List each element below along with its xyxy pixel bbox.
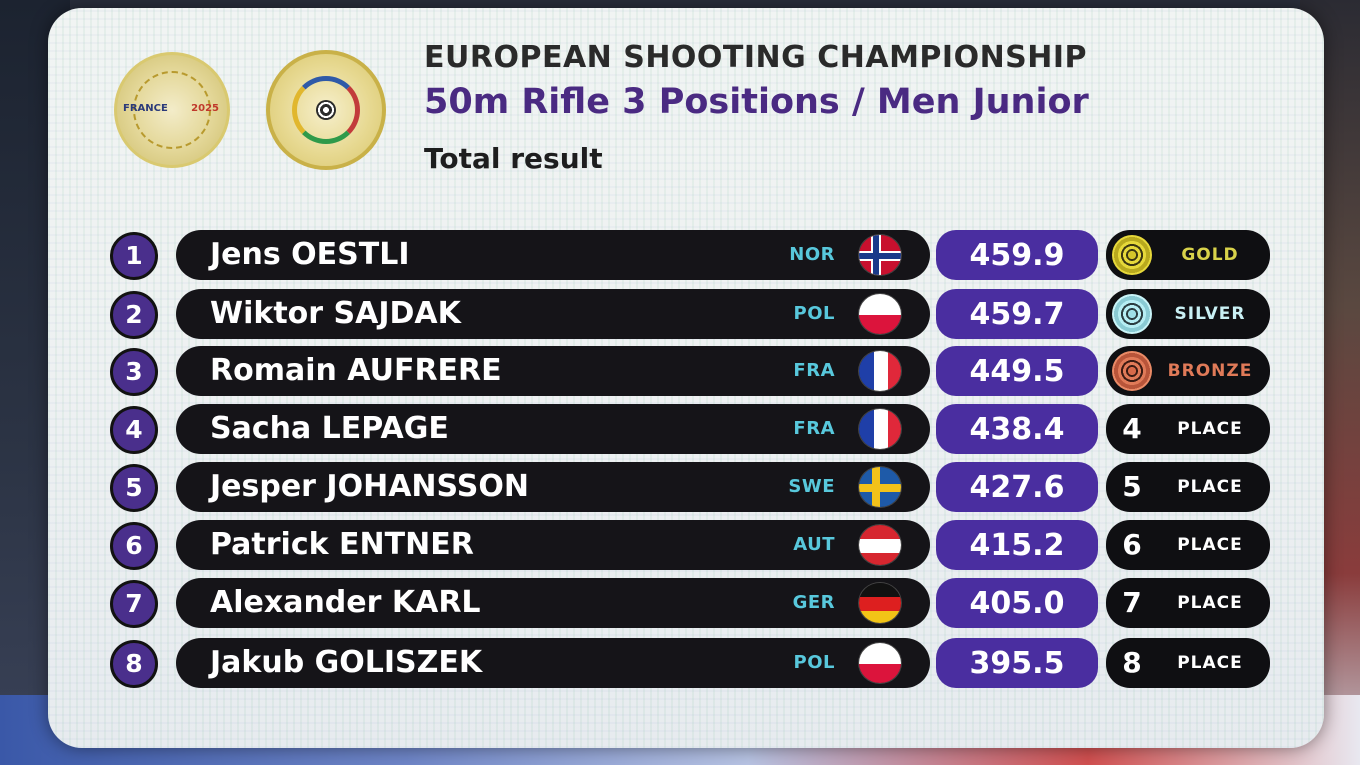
score-value: 459.7 xyxy=(969,297,1065,332)
score-pill: 395.5 xyxy=(936,638,1098,688)
nation-code: GER xyxy=(792,592,835,613)
result-row: 6 Patrick ENTNER AUT 415.2 6 PLACE xyxy=(0,520,1360,570)
result-type-label: Total result xyxy=(424,142,603,175)
athlete-name: Jesper JOHANSSON xyxy=(210,469,529,504)
result-row: 1 Jens OESTLI NOR 459.9 GOLD xyxy=(0,230,1360,280)
rank-badge: 1 xyxy=(110,232,158,280)
score-pill: 415.2 xyxy=(936,520,1098,570)
flag-poland-icon xyxy=(858,642,902,684)
medal-label: PLACE xyxy=(1177,593,1243,613)
athlete-pill: Jens OESTLI NOR xyxy=(176,230,930,280)
nation-code: AUT xyxy=(793,534,835,555)
medal-pill: 4 PLACE xyxy=(1106,404,1270,454)
score-pill: 438.4 xyxy=(936,404,1098,454)
nation-code: FRA xyxy=(793,418,835,439)
athlete-pill: Jesper JOHANSSON SWE xyxy=(176,462,930,512)
flag-sweden-icon xyxy=(858,466,902,508)
athlete-name: Jens OESTLI xyxy=(210,237,410,272)
score-value: 438.4 xyxy=(969,412,1065,447)
medal-label: PLACE xyxy=(1177,653,1243,673)
medal-pill: GOLD xyxy=(1106,230,1270,280)
flag-poland-icon xyxy=(858,293,902,335)
athlete-name: Wiktor SAJDAK xyxy=(210,296,461,331)
rank-badge: 4 xyxy=(110,406,158,454)
score-pill: 405.0 xyxy=(936,578,1098,628)
athlete-pill: Wiktor SAJDAK POL xyxy=(176,289,930,339)
medal-label: PLACE xyxy=(1177,477,1243,497)
athlete-pill: Jakub GOLISZEK POL xyxy=(176,638,930,688)
rank-badge: 5 xyxy=(110,464,158,512)
score-value: 415.2 xyxy=(969,528,1065,563)
flag-austria-icon xyxy=(858,524,902,566)
score-value: 449.5 xyxy=(969,354,1065,389)
rank-badge: 7 xyxy=(110,580,158,628)
rank-badge: 6 xyxy=(110,522,158,570)
result-row: 2 Wiktor SAJDAK POL 459.7 SILVER xyxy=(0,289,1360,339)
nation-code: POL xyxy=(793,303,835,324)
rank-badge: 8 xyxy=(110,640,158,688)
medal-label: GOLD xyxy=(1181,245,1239,265)
flag-france-icon xyxy=(858,350,902,392)
place-number: 8 xyxy=(1122,646,1142,679)
bronze-medal-icon xyxy=(1112,351,1152,391)
rank-badge: 3 xyxy=(110,348,158,396)
federation-logo xyxy=(266,50,386,170)
nation-code: SWE xyxy=(788,476,835,497)
athlete-name: Sacha LEPAGE xyxy=(210,411,449,446)
nation-code: POL xyxy=(793,652,835,673)
score-value: 459.9 xyxy=(969,238,1065,273)
score-value: 395.5 xyxy=(969,646,1065,681)
medal-pill: 5 PLACE xyxy=(1106,462,1270,512)
rank-badge: 2 xyxy=(110,291,158,339)
target-icon xyxy=(316,100,336,120)
medal-label: SILVER xyxy=(1174,304,1246,324)
logo-year-text: 2025 xyxy=(191,103,219,114)
page-title: EUROPEAN SHOOTING CHAMPIONSHIP xyxy=(424,40,1088,75)
place-number: 7 xyxy=(1122,586,1142,619)
gold-medal-icon xyxy=(1112,235,1152,275)
score-pill: 459.7 xyxy=(936,289,1098,339)
result-row: 5 Jesper JOHANSSON SWE 427.6 5 PLACE xyxy=(0,462,1360,512)
nation-code: NOR xyxy=(789,244,835,265)
flag-norway-icon xyxy=(858,234,902,276)
result-row: 4 Sacha LEPAGE FRA 438.4 4 PLACE xyxy=(0,404,1360,454)
place-number: 4 xyxy=(1122,412,1142,445)
place-number: 6 xyxy=(1122,528,1142,561)
score-value: 427.6 xyxy=(969,470,1065,505)
athlete-pill: Romain AUFRERE FRA xyxy=(176,346,930,396)
logo-country-text: FRANCE xyxy=(123,103,168,114)
score-pill: 449.5 xyxy=(936,346,1098,396)
medal-label: PLACE xyxy=(1177,535,1243,555)
athlete-name: Romain AUFRERE xyxy=(210,353,502,388)
athlete-name: Jakub GOLISZEK xyxy=(210,645,483,680)
flag-france-icon xyxy=(858,408,902,450)
result-row: 3 Romain AUFRERE FRA 449.5 BRONZE xyxy=(0,346,1360,396)
medal-pill: BRONZE xyxy=(1106,346,1270,396)
medal-pill: SILVER xyxy=(1106,289,1270,339)
medal-label: PLACE xyxy=(1177,419,1243,439)
medal-pill: 7 PLACE xyxy=(1106,578,1270,628)
place-number: 5 xyxy=(1122,470,1142,503)
federation-ring-icon xyxy=(292,76,360,144)
nation-code: FRA xyxy=(793,360,835,381)
athlete-pill: Alexander KARL GER xyxy=(176,578,930,628)
event-subtitle: 50m Rifle 3 Positions / Men Junior xyxy=(424,82,1089,122)
score-pill: 459.9 xyxy=(936,230,1098,280)
flag-germany-icon xyxy=(858,582,902,624)
score-value: 405.0 xyxy=(969,586,1065,621)
medal-pill: 8 PLACE xyxy=(1106,638,1270,688)
medal-label: BRONZE xyxy=(1167,361,1253,381)
championship-logo: FRANCE 2025 xyxy=(114,52,230,168)
athlete-pill: Patrick ENTNER AUT xyxy=(176,520,930,570)
silver-medal-icon xyxy=(1112,294,1152,334)
result-row: 8 Jakub GOLISZEK POL 395.5 8 PLACE xyxy=(0,638,1360,688)
logo-ring-decoration xyxy=(133,71,211,149)
athlete-pill: Sacha LEPAGE FRA xyxy=(176,404,930,454)
score-pill: 427.6 xyxy=(936,462,1098,512)
result-row: 7 Alexander KARL GER 405.0 7 PLACE xyxy=(0,578,1360,628)
athlete-name: Patrick ENTNER xyxy=(210,527,474,562)
athlete-name: Alexander KARL xyxy=(210,585,481,620)
medal-pill: 6 PLACE xyxy=(1106,520,1270,570)
